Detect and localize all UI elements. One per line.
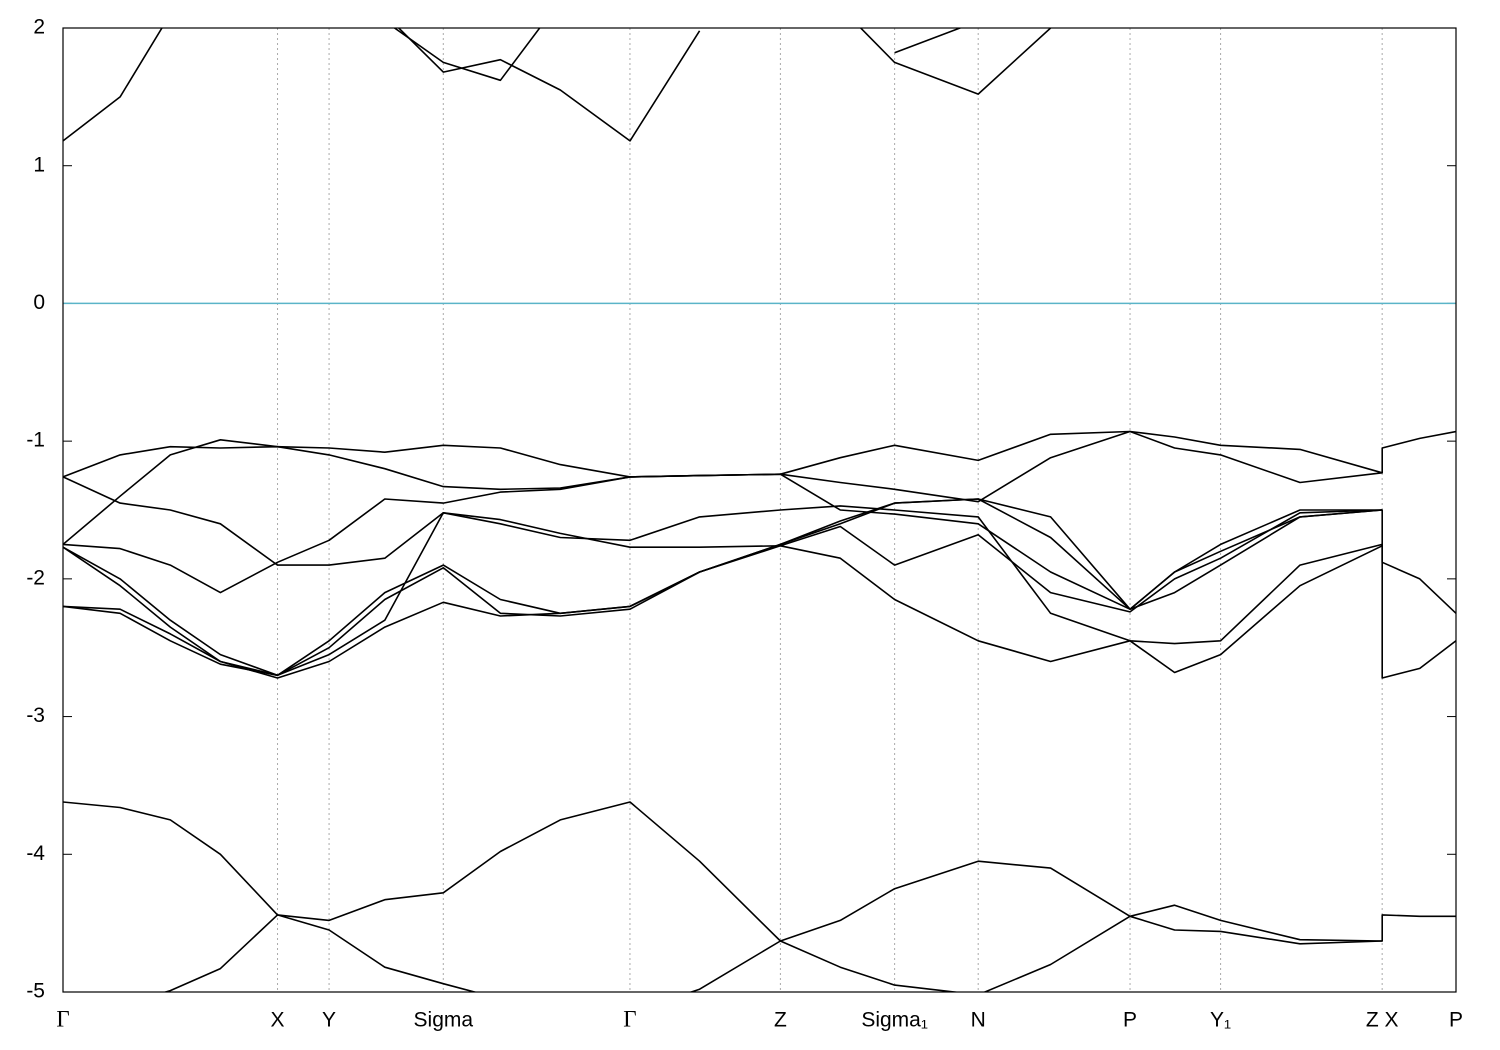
x-tick-label: N xyxy=(971,1009,986,1032)
band-line xyxy=(63,476,1456,614)
band-line xyxy=(393,28,541,82)
x-tick-label: P xyxy=(1449,1009,1463,1032)
x-tick-label: P xyxy=(1123,1009,1137,1032)
band-line xyxy=(63,473,1383,610)
band-line xyxy=(162,914,1383,992)
band-line xyxy=(63,498,1383,679)
band-line xyxy=(63,545,1383,677)
band-line xyxy=(859,28,1052,95)
x-tick-label: Γ xyxy=(56,1006,69,1031)
x-tick-label: Y₁ xyxy=(1210,1009,1231,1032)
band-line xyxy=(63,430,1456,478)
band-line xyxy=(63,430,1383,546)
y-tick-label: -2 xyxy=(26,566,45,589)
x-tick-label: Sigma xyxy=(414,1009,474,1032)
y-tick-label: 2 xyxy=(33,16,45,39)
band-line xyxy=(894,28,963,54)
x-tick-label: Z xyxy=(774,1009,787,1032)
y-tick-label: 1 xyxy=(33,153,45,176)
x-tick-label: Z X xyxy=(1366,1009,1399,1032)
y-tick-label: -1 xyxy=(26,429,45,452)
band-line xyxy=(63,28,163,142)
band-line xyxy=(397,28,701,142)
y-tick-label: -4 xyxy=(26,842,45,865)
y-tick-label: 0 xyxy=(33,291,45,314)
x-tick-label: X xyxy=(271,1009,285,1032)
plot-frame xyxy=(62,27,1457,993)
y-tick-label: -3 xyxy=(26,704,45,727)
x-tick-label: Y xyxy=(322,1009,336,1032)
x-tick-label: Γ xyxy=(623,1006,636,1031)
y-tick-label: -5 xyxy=(26,980,45,1003)
band-line xyxy=(63,505,1456,679)
x-tick-label: Sigma₁ xyxy=(861,1009,928,1032)
plot-area xyxy=(63,28,1456,992)
